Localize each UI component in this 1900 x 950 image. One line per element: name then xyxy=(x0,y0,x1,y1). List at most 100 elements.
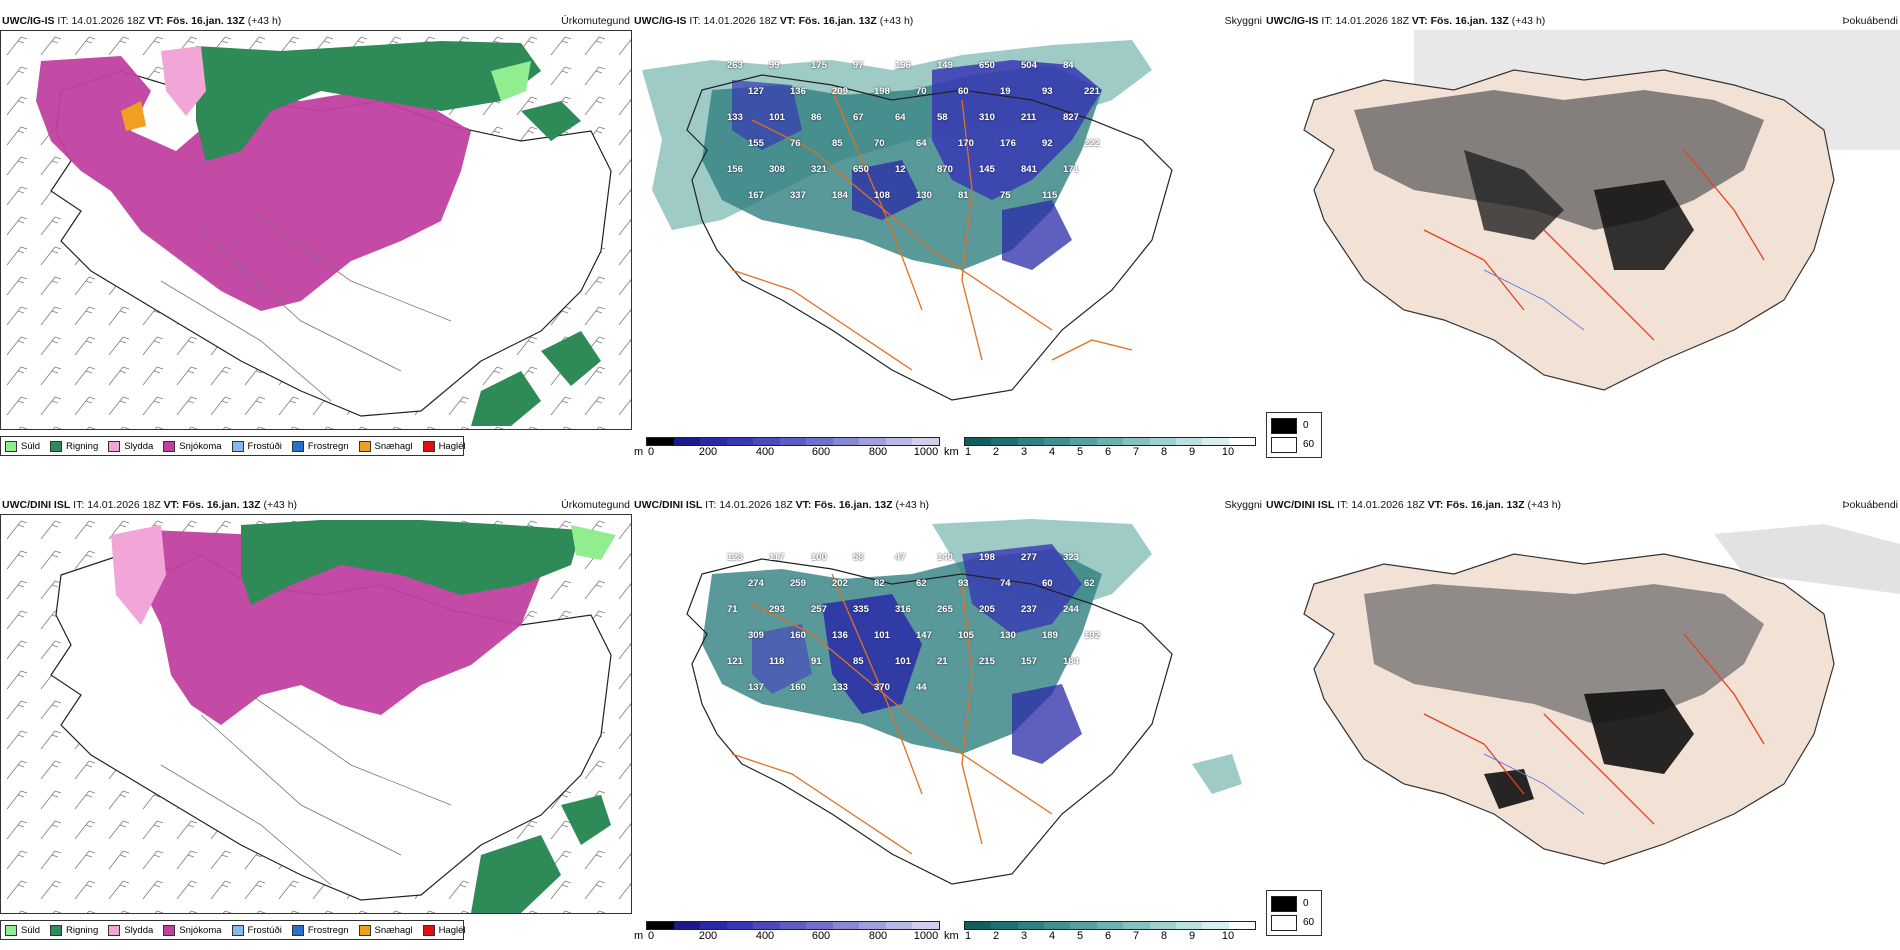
elevation-label: 310 xyxy=(979,112,995,123)
precip-type-map xyxy=(0,30,632,430)
panel-title: Úrkomutegund xyxy=(561,499,630,511)
elevation-label: 308 xyxy=(769,164,785,175)
elevation-label: 70 xyxy=(874,138,885,149)
elevation-label: 257 xyxy=(811,604,827,615)
fog-map xyxy=(1264,30,1900,420)
precip-type-legend: Súld Rigning Slydda Snjókoma Frostúði Fr… xyxy=(0,436,466,456)
legend-swatch xyxy=(231,440,244,452)
elevation-label: 147 xyxy=(916,630,932,641)
elevation-label: 133 xyxy=(832,682,848,693)
elevation-label: 222 xyxy=(1084,138,1100,149)
panel-header: UWC/DINI ISL IT: 14.01.2026 18Z VT: Fös.… xyxy=(2,499,630,511)
elevation-label: 117 xyxy=(769,552,785,563)
valid-time: Fös. 16.jan. 13Z xyxy=(814,499,893,511)
legend-swatch xyxy=(422,924,435,936)
elevation-label: 47 xyxy=(895,552,906,563)
elevation-label: 650 xyxy=(979,60,995,71)
legend-swatch xyxy=(50,440,63,452)
elevation-label: 145 xyxy=(979,164,995,175)
elevation-label: 184 xyxy=(832,190,848,201)
elevation-label: 85 xyxy=(832,138,843,149)
elevation-label: 259 xyxy=(790,578,806,589)
elevation-label: 202 xyxy=(832,578,848,589)
elevation-label: 156 xyxy=(727,164,743,175)
elevation-label: 91 xyxy=(811,656,822,667)
elevation-label: 71 xyxy=(727,604,738,615)
model-name: UWC/DINI ISL xyxy=(1266,499,1335,511)
elevation-label: 108 xyxy=(874,190,890,201)
elevation-label: 75 xyxy=(1000,190,1011,201)
elevation-label: 170 xyxy=(958,138,974,149)
elevation-label: 192 xyxy=(1084,630,1100,641)
elevation-label: 130 xyxy=(916,190,932,201)
panel-header: UWC/IG-IS IT: 14.01.2026 18Z VT: Fös. 16… xyxy=(1266,15,1898,27)
fog-panel-row1: UWC/IG-IS IT: 14.01.2026 18Z VT: Fös. 16… xyxy=(1264,12,1900,464)
lead-time: (+43 h) xyxy=(895,499,930,511)
fog-map xyxy=(1264,514,1900,884)
legend-swatch xyxy=(50,924,63,936)
elevation-label: 244 xyxy=(1063,604,1079,615)
panel-header: UWC/DINI ISL IT: 14.01.2026 18Z VT: Fös.… xyxy=(1266,499,1898,511)
elevation-label: 136 xyxy=(790,86,806,97)
elevation-label: 370 xyxy=(874,682,890,693)
elevation-label: 137 xyxy=(748,682,764,693)
panel-title: Skyggni xyxy=(1224,499,1262,511)
elevation-label: 237 xyxy=(1021,604,1037,615)
fog-panel-row2: UWC/DINI ISL IT: 14.01.2026 18Z VT: Fös.… xyxy=(1264,496,1900,886)
elevation-label: 160 xyxy=(790,630,806,641)
elevation-label: 323 xyxy=(1063,552,1079,563)
fog-index-legend: 0 60 xyxy=(1266,890,1322,936)
legend-swatch xyxy=(163,440,176,452)
elevation-label: 274 xyxy=(748,578,764,589)
elevation-label: 196 xyxy=(895,60,911,71)
elevation-label: 136 xyxy=(832,630,848,641)
elevation-label: 64 xyxy=(916,138,927,149)
elevation-label: 19 xyxy=(1000,86,1011,97)
panel-header: UWC/IG-IS IT: 14.01.2026 18Z VT: Fös. 16… xyxy=(2,15,630,27)
elevation-label: 205 xyxy=(979,604,995,615)
panel-title: Þokuábendi xyxy=(1842,499,1898,511)
elevation-label: 85 xyxy=(853,656,864,667)
elevation-label: 60 xyxy=(1042,578,1053,589)
model-name: UWC/DINI ISL xyxy=(634,499,703,511)
panel-title: Skyggni xyxy=(1224,15,1262,27)
cloud-map: 263 99 175 97 196 149 650 504 84 127 136 209 198 70 60… xyxy=(632,30,1264,430)
elevation-label: 841 xyxy=(1021,164,1037,175)
elevation-label: 171 xyxy=(1063,164,1079,175)
elevation-label: 62 xyxy=(916,578,927,589)
init-time: 14.01.2026 18Z xyxy=(1351,499,1425,511)
valid-time: Fös. 16.jan. 13Z xyxy=(1430,15,1509,27)
elevation-label: 70 xyxy=(916,86,927,97)
init-time: 14.01.2026 18Z xyxy=(1335,15,1409,27)
init-time: 14.01.2026 18Z xyxy=(719,499,793,511)
elevation-label: 58 xyxy=(937,112,948,123)
legend-swatch xyxy=(358,440,371,452)
terrain-unit: m xyxy=(634,446,644,458)
elevation-label: 176 xyxy=(1000,138,1016,149)
model-name: UWC/IG-IS xyxy=(2,15,55,27)
elevation-label: 101 xyxy=(769,112,785,123)
valid-time: Fös. 16.jan. 13Z xyxy=(182,499,261,511)
elevation-label: 118 xyxy=(769,656,785,667)
lead-time: (+43 h) xyxy=(263,499,298,511)
precip-type-map xyxy=(0,514,632,914)
elevation-label: 115 xyxy=(1042,190,1058,201)
visibility-unit: km xyxy=(944,446,959,458)
elevation-label: 92 xyxy=(1042,138,1053,149)
elevation-label: 650 xyxy=(853,164,869,175)
visibility-colorbar: km 1 2 3 4 5 6 7 8 9 10 xyxy=(944,437,1258,464)
model-name: UWC/IG-IS xyxy=(1266,15,1319,27)
elevation-label: 263 xyxy=(727,60,743,71)
elevation-label: 215 xyxy=(979,656,995,667)
legend-swatch xyxy=(358,924,371,936)
panel-title: Úrkomutegund xyxy=(561,15,630,27)
cloud-panel-row2: UWC/DINI ISL IT: 14.01.2026 18Z VT: Fös.… xyxy=(632,496,1264,950)
model-name: UWC/IG-IS xyxy=(634,15,687,27)
elevation-label: 221 xyxy=(1084,86,1100,97)
elevation-label: 337 xyxy=(790,190,806,201)
legend-swatch xyxy=(422,440,435,452)
cloud-panel-row1: UWC/IG-IS IT: 14.01.2026 18Z VT: Fös. 16… xyxy=(632,12,1264,464)
init-time: 14.01.2026 18Z xyxy=(71,15,145,27)
lead-time: (+43 h) xyxy=(879,15,914,27)
legend-swatch xyxy=(163,924,176,936)
